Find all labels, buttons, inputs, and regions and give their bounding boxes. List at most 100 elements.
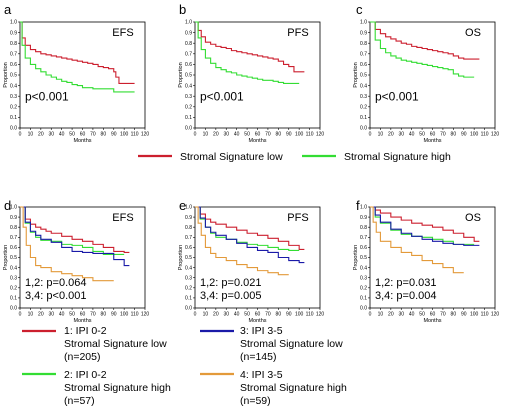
y-tick-label: 0.6	[10, 245, 17, 251]
y-tick-label: 1.0	[185, 205, 192, 211]
x-tick-label: 120	[491, 312, 500, 318]
x-axis-title: Months	[248, 138, 266, 144]
y-tick-label: 0.8	[360, 225, 367, 231]
chart-panel-d: d 0.0 0.1 0.2 0.3 0.4 0.5 0.6 0.7 0.8 0.9 1.0 0 10 20 3…	[3, 198, 149, 324]
endpoint-label: EFS	[112, 27, 133, 39]
chart-panel-f: f 0.0 0.1 0.2 0.3 0.4 0.5 0.6 0.7 0.8 0.9 1.0 0 10 20 3…	[353, 198, 499, 324]
x-tick-label: 50	[244, 312, 250, 318]
p-value-annotation: 1,2: p=0.064	[25, 277, 86, 289]
x-tick-label: 0	[194, 312, 197, 318]
survival-curve-series-4	[195, 206, 289, 276]
x-tick-label: 90	[461, 132, 467, 138]
y-tick-label: 0.1	[185, 296, 192, 302]
x-tick-label: 40	[234, 132, 240, 138]
y-tick-label: 0.2	[360, 105, 367, 111]
x-tick-label: 30	[48, 132, 54, 138]
x-tick-label: 80	[101, 312, 107, 318]
endpoint-label: PFS	[287, 212, 308, 224]
y-tick-label: 0.0	[10, 306, 17, 312]
y-tick-label: 0.0	[360, 306, 367, 312]
legend-label-group-2: Stromal Signature high	[64, 382, 171, 394]
y-tick-label: 0.9	[360, 215, 367, 221]
y-tick-label: 0.8	[185, 41, 192, 47]
survival-curve-series-4	[20, 206, 114, 282]
x-tick-label: 40	[409, 312, 415, 318]
x-tick-label: 50	[419, 312, 425, 318]
y-tick-label: 0.3	[185, 275, 192, 281]
survival-curve-series-1	[20, 206, 130, 253]
legend-label-low: Stromal Signature low	[180, 151, 283, 163]
x-tick-label: 70	[440, 132, 446, 138]
y-tick-label: 0.3	[360, 275, 367, 281]
x-tick-label: 100	[470, 132, 479, 138]
endpoint-label: EFS	[112, 212, 133, 224]
x-tick-label: 70	[440, 312, 446, 318]
legend-label-group-3: 3: IPI 3-5	[240, 325, 283, 337]
y-tick-label: 0.4	[185, 83, 192, 89]
y-tick-label: 0.9	[360, 30, 367, 36]
y-tick-label: 0.4	[10, 83, 17, 89]
legend-label-group-1: 1: IPI 0-2	[64, 325, 107, 337]
y-tick-label: 0.0	[185, 126, 192, 132]
x-tick-label: 20	[38, 132, 44, 138]
x-tick-label: 70	[265, 132, 271, 138]
x-tick-label: 80	[276, 312, 282, 318]
survival-curve-series-1	[370, 206, 480, 242]
p-value-annotation: p<0.001	[200, 89, 244, 103]
x-tick-label: 10	[28, 312, 34, 318]
x-axis-title: Months	[248, 318, 266, 324]
panel-letter: d	[4, 198, 11, 213]
y-tick-label: 1.0	[10, 20, 17, 26]
x-tick-label: 90	[111, 132, 117, 138]
y-tick-label: 0.8	[10, 41, 17, 47]
y-axis-title: Proportion	[3, 245, 9, 270]
x-tick-label: 50	[419, 132, 425, 138]
y-tick-label: 1.0	[10, 205, 17, 211]
x-tick-label: 60	[430, 312, 436, 318]
x-tick-label: 40	[59, 132, 65, 138]
x-tick-label: 100	[295, 132, 304, 138]
survival-curve-series-stromal-signature-low	[195, 21, 305, 73]
p-value-annotation: p<0.001	[25, 89, 69, 103]
y-tick-label: 1.0	[185, 20, 192, 26]
y-tick-label: 0.6	[185, 62, 192, 68]
y-tick-label: 0.5	[10, 73, 17, 79]
y-tick-label: 1.0	[360, 205, 367, 211]
y-tick-label: 0.1	[185, 115, 192, 121]
y-tick-label: 0.7	[360, 52, 367, 58]
x-tick-label: 90	[286, 132, 292, 138]
panel-letter: b	[179, 2, 186, 17]
p-value-annotation: p<0.001	[375, 89, 419, 103]
y-tick-label: 0.5	[185, 73, 192, 79]
x-tick-label: 80	[276, 132, 282, 138]
y-tick-label: 0.1	[360, 296, 367, 302]
x-tick-label: 110	[131, 132, 139, 138]
survival-curve-series-stromal-signature-high	[20, 21, 135, 93]
panel-letter: a	[4, 2, 12, 17]
x-tick-label: 0	[369, 132, 372, 138]
y-tick-label: 0.1	[10, 115, 17, 121]
y-tick-label: 0.8	[360, 41, 367, 47]
x-tick-label: 120	[316, 312, 325, 318]
x-tick-label: 20	[213, 132, 219, 138]
x-tick-label: 60	[80, 312, 86, 318]
x-tick-label: 30	[223, 132, 229, 138]
x-tick-label: 40	[234, 312, 240, 318]
y-tick-label: 0.9	[10, 30, 17, 36]
x-tick-label: 90	[111, 312, 117, 318]
x-tick-label: 110	[131, 312, 139, 318]
x-tick-label: 10	[378, 312, 384, 318]
x-tick-label: 100	[120, 312, 129, 318]
x-tick-label: 80	[451, 312, 457, 318]
x-tick-label: 110	[306, 132, 314, 138]
p-value-annotation: 3,4: p=0.005	[200, 290, 261, 302]
chart-panel-a: a 0.0 0.1 0.2 0.3 0.4 0.5 0.6 0.7 0.8 0.9 1.0 0 10 20 3…	[3, 2, 149, 144]
endpoint-label: PFS	[287, 27, 308, 39]
x-tick-label: 40	[59, 312, 65, 318]
y-tick-label: 0.7	[10, 235, 17, 241]
survival-curve-series-3	[195, 206, 305, 264]
y-tick-label: 0.4	[360, 265, 367, 271]
x-tick-label: 10	[203, 312, 209, 318]
y-tick-label: 0.2	[10, 286, 17, 292]
y-tick-label: 0.7	[10, 52, 17, 58]
